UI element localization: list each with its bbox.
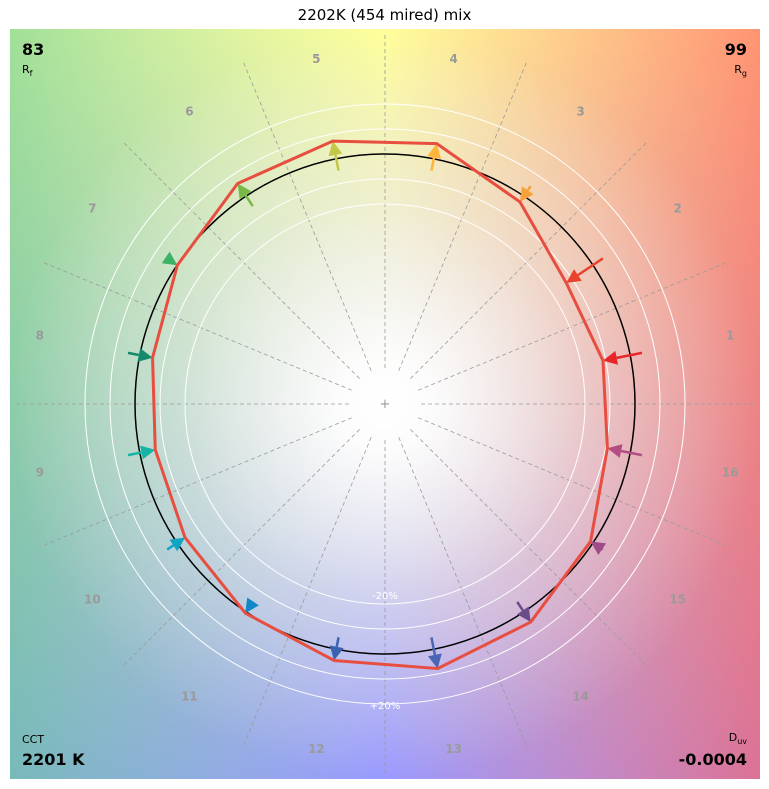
- vector-shaft: [430, 637, 437, 656]
- vector-arrowhead: [607, 444, 623, 458]
- center-marker: +: [380, 397, 391, 412]
- color-vectors: [127, 141, 643, 669]
- vector-arrowhead: [427, 143, 441, 159]
- test-polygon: [151, 139, 609, 671]
- percent-ring: [109, 128, 661, 680]
- hue-bin-label: 12: [308, 742, 325, 756]
- hue-bin-label: 13: [445, 742, 462, 756]
- ring-labels: -20% +20%: [370, 591, 401, 712]
- hue-bin-label: 7: [88, 201, 96, 215]
- hue-bin-label: 8: [36, 328, 44, 342]
- vector-shaft: [335, 637, 340, 647]
- rf-value: 83: [22, 40, 45, 59]
- vector-arrowhead: [517, 606, 531, 623]
- hue-bin-label: 5: [312, 52, 320, 66]
- rg-value: 99: [724, 40, 747, 59]
- duv-value: -0.0004: [678, 750, 747, 769]
- hue-bin-label: 4: [449, 52, 457, 66]
- vector-arrowhead: [169, 537, 186, 552]
- rf-label: Rf: [22, 63, 33, 79]
- vector-shaft: [244, 194, 254, 207]
- hue-bin-label: 16: [722, 466, 739, 480]
- vector-arrowhead: [237, 183, 252, 199]
- vector-arrowhead: [566, 269, 582, 283]
- ring-label: +20%: [370, 701, 401, 712]
- reference-circle-line: [134, 153, 636, 655]
- vector-arrowhead: [602, 351, 619, 365]
- vector-arrowhead: [428, 653, 442, 669]
- hue-bin-label: 6: [185, 104, 193, 118]
- vector-shaft: [577, 257, 604, 277]
- percent-ring: [84, 103, 686, 705]
- rg-label: Rg: [734, 63, 747, 79]
- vector-shaft: [127, 451, 142, 457]
- hue-bin-label: 3: [576, 104, 584, 118]
- vector-arrowhead: [590, 541, 607, 555]
- vector-arrowhead: [140, 445, 156, 460]
- percent-ring: [184, 203, 586, 605]
- vector-shaft: [526, 185, 532, 192]
- hue-bin-label: 11: [181, 690, 198, 704]
- vector-shaft: [430, 157, 436, 171]
- hue-bin-label: 1: [726, 328, 734, 342]
- hue-bin-label: 2: [673, 201, 681, 215]
- vector-shaft: [127, 351, 140, 357]
- test-polygon-line: [151, 139, 609, 671]
- hue-bin-label: 10: [84, 593, 101, 607]
- vector-arrowhead: [329, 645, 344, 661]
- hue-bin-label: 14: [572, 690, 589, 704]
- vector-arrowhead: [520, 186, 534, 202]
- chart-title: 2202K (454 mired) mix: [297, 6, 472, 24]
- vector-shaft: [516, 601, 524, 612]
- vector-shaft: [166, 544, 175, 551]
- hue-bin-label: 9: [36, 466, 44, 480]
- percent-ring: [159, 178, 611, 630]
- vector-arrowhead: [161, 251, 178, 266]
- vector-arrowhead: [137, 348, 153, 362]
- ring-label: -20%: [372, 591, 398, 602]
- duv-label: Duv: [728, 731, 747, 747]
- vector-shaft: [334, 154, 340, 171]
- cct-label: CCT: [22, 733, 45, 746]
- vector-shaft: [620, 449, 643, 457]
- reference-circle: [134, 153, 636, 655]
- percent-rings: [84, 103, 686, 705]
- cct-value: 2201 K: [22, 750, 85, 769]
- hue-bin-label: 15: [669, 593, 686, 607]
- vector-arrowhead: [328, 141, 343, 157]
- vector-shaft: [616, 351, 643, 360]
- vector-arrowhead: [245, 597, 259, 614]
